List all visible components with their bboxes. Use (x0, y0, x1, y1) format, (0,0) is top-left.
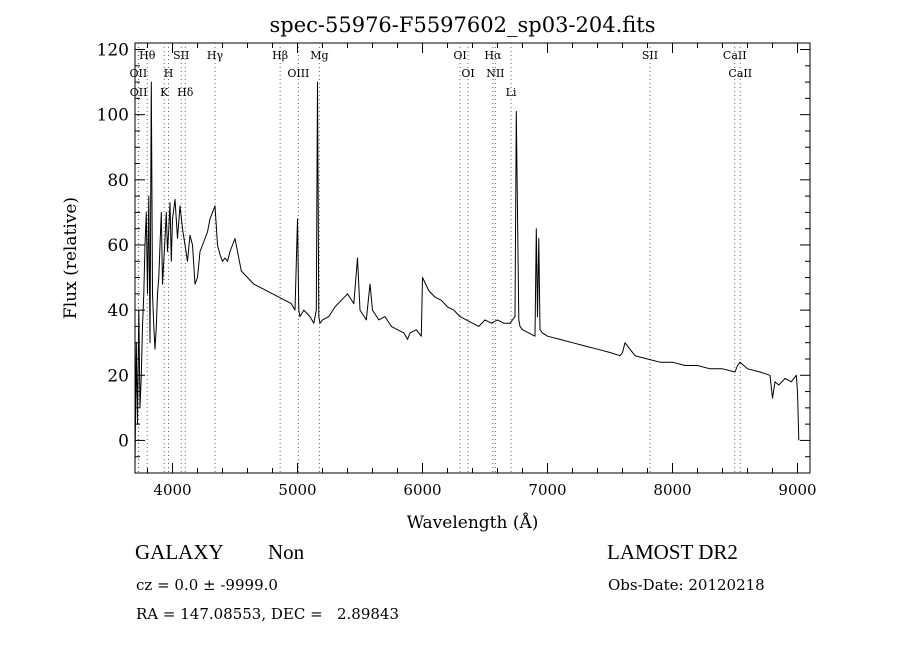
x-axis-label: Wavelength (Å) (407, 512, 539, 533)
line-label-15: Li (506, 86, 517, 99)
redshift-label: cz = 0.0 ± -9999.0 (136, 576, 278, 594)
line-label-0: Hθ (139, 49, 156, 62)
line-label-7: Hγ (207, 49, 224, 62)
y-tick-label-2: 40 (107, 301, 129, 321)
y-tick-label-0: 0 (118, 431, 129, 451)
line-label-16: SII (642, 49, 658, 62)
x-tick-label-3: 7000 (528, 481, 566, 499)
subclass-label: Non (268, 540, 305, 564)
line-label-2: OII (130, 86, 148, 99)
survey-label: LAMOST DR2 (607, 540, 738, 564)
object-type-label: GALAXY (135, 540, 224, 564)
line-label-3: SII (173, 49, 189, 62)
line-label-12: OI (461, 67, 474, 80)
x-tick-label-2: 6000 (403, 481, 441, 499)
line-label-18: CaII (728, 67, 752, 80)
x-tick-label-4: 8000 (653, 481, 691, 499)
x-tick-label-1: 5000 (278, 481, 316, 499)
y-tick-label-5: 100 (97, 106, 129, 126)
line-label-14: NII (486, 67, 504, 80)
line-label-8: Hβ (272, 49, 288, 62)
chart-title: spec-55976-F5597602_sp03-204.fits (269, 13, 655, 37)
line-label-5: K (160, 86, 169, 99)
line-label-11: OI (453, 49, 466, 62)
y-tick-label-6: 120 (97, 41, 129, 61)
y-axis-label: Flux (relative) (61, 197, 81, 319)
x-tick-label-0: 4000 (153, 481, 191, 499)
x-tick-label-5: 9000 (778, 481, 816, 499)
obs-date-label: Obs-Date: 20120218 (608, 576, 765, 594)
spectrum-series-line-0 (134, 81, 800, 467)
line-label-9: OIII (287, 67, 309, 80)
line-label-10: Mg (310, 49, 328, 62)
coords-label: RA = 147.08553, DEC = 2.89843 (136, 605, 400, 623)
line-label-17: CaII (723, 49, 747, 62)
y-tick-label-4: 80 (107, 171, 129, 191)
y-tick-label-1: 20 (107, 366, 129, 386)
line-label-1: OII (130, 67, 148, 80)
y-tick-label-3: 60 (107, 236, 129, 256)
plot-frame (134, 42, 811, 474)
line-label-13: Hα (484, 49, 502, 62)
line-label-4: H (164, 67, 174, 80)
line-label-6: Hδ (177, 86, 194, 99)
